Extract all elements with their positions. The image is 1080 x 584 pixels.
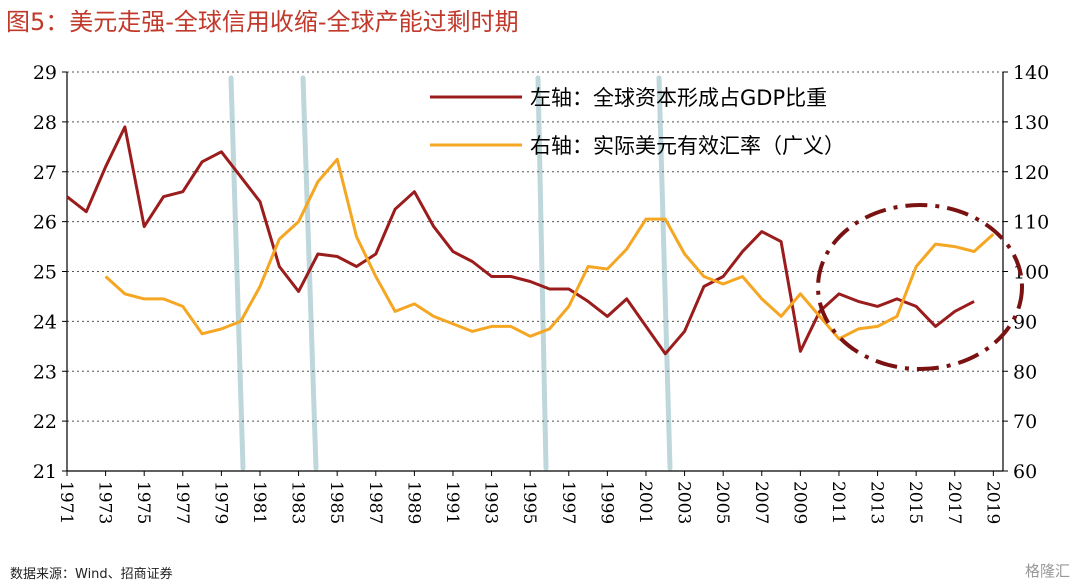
x-tick-label: 1981 (249, 481, 269, 524)
right-tick-label: 90 (1013, 311, 1037, 333)
x-tick-label: 1995 (519, 481, 539, 524)
recession-stripe-2 (535, 75, 549, 471)
series-lines (66, 125, 995, 356)
left-tick-label: 21 (33, 461, 57, 483)
legend: 左轴：全球资本形成占GDP比重 右轴：实际美元有效汇率（广义） (430, 86, 845, 158)
legend-label-right-series: 右轴：实际美元有效汇率（广义） (530, 134, 845, 158)
left-tick-label: 28 (33, 112, 57, 134)
x-tick-label: 1975 (133, 481, 153, 524)
x-tick-label: 1987 (365, 481, 385, 524)
data-source-note: 数据来源：Wind、招商证券 (10, 567, 173, 582)
dash-dot-ellipse (816, 203, 1024, 371)
x-tick-label: 2015 (905, 481, 925, 524)
right-tick-label: 140 (1013, 62, 1049, 84)
x-tick-label: 1977 (172, 481, 192, 524)
highlight-ellipse (816, 203, 1024, 371)
x-tick-label: 2001 (635, 481, 655, 524)
x-tick-label: 2017 (944, 481, 964, 524)
left-tick-label: 23 (33, 361, 57, 383)
x-tick-label: 1997 (558, 481, 578, 524)
x-tick-label: 1999 (596, 481, 616, 524)
x-tick-label: 2019 (982, 481, 1002, 524)
right-tick-label: 100 (1013, 262, 1049, 284)
left-tick-label: 29 (33, 62, 57, 84)
x-tick-label: 1971 (56, 481, 76, 524)
left-tick-label: 22 (33, 411, 57, 433)
x-tick-label: 1989 (403, 481, 423, 524)
left-tick-label: 24 (33, 311, 57, 333)
series-line-dollar-index (104, 157, 995, 341)
right-tick-label: 60 (1013, 461, 1037, 483)
left-tick-label: 26 (33, 212, 57, 234)
right-tick-label: 120 (1013, 162, 1049, 184)
x-tick-label: 1985 (326, 481, 346, 524)
x-tick-label: 1993 (481, 481, 501, 524)
legend-label-left-series: 左轴：全球资本形成占GDP比重 (530, 86, 827, 110)
chart-title: 图5：美元走强-全球信用收缩-全球产能过剩时期 (6, 8, 519, 36)
x-tick-label: 2007 (751, 481, 771, 524)
right-tick-label: 130 (1013, 112, 1049, 134)
recession-stripe-0 (228, 75, 246, 471)
x-tick-label: 1979 (210, 481, 230, 524)
left-tick-label: 27 (33, 162, 57, 184)
right-tick-label: 110 (1013, 212, 1049, 234)
watermark: 格隆汇 (1024, 562, 1070, 580)
x-tick-label: 1973 (95, 481, 115, 524)
x-tick-label: 2011 (828, 481, 848, 524)
x-tick-label: 2009 (789, 481, 809, 524)
x-tick-label: 1991 (442, 481, 462, 524)
axes: 21 22 23 24 25 26 27 28 29 60 70 80 90 100 110 120 130 14… (33, 62, 1049, 524)
left-tick-label: 25 (33, 262, 57, 284)
x-tick-label: 2013 (867, 481, 887, 524)
right-tick-label: 70 (1013, 411, 1037, 433)
recession-stripe-3 (656, 75, 673, 471)
x-tick-label: 2003 (674, 481, 694, 524)
x-tick-label: 1983 (288, 481, 308, 524)
right-tick-label: 80 (1013, 361, 1037, 383)
x-tick-label: 2005 (712, 481, 732, 524)
grid-lines (67, 71, 1003, 422)
